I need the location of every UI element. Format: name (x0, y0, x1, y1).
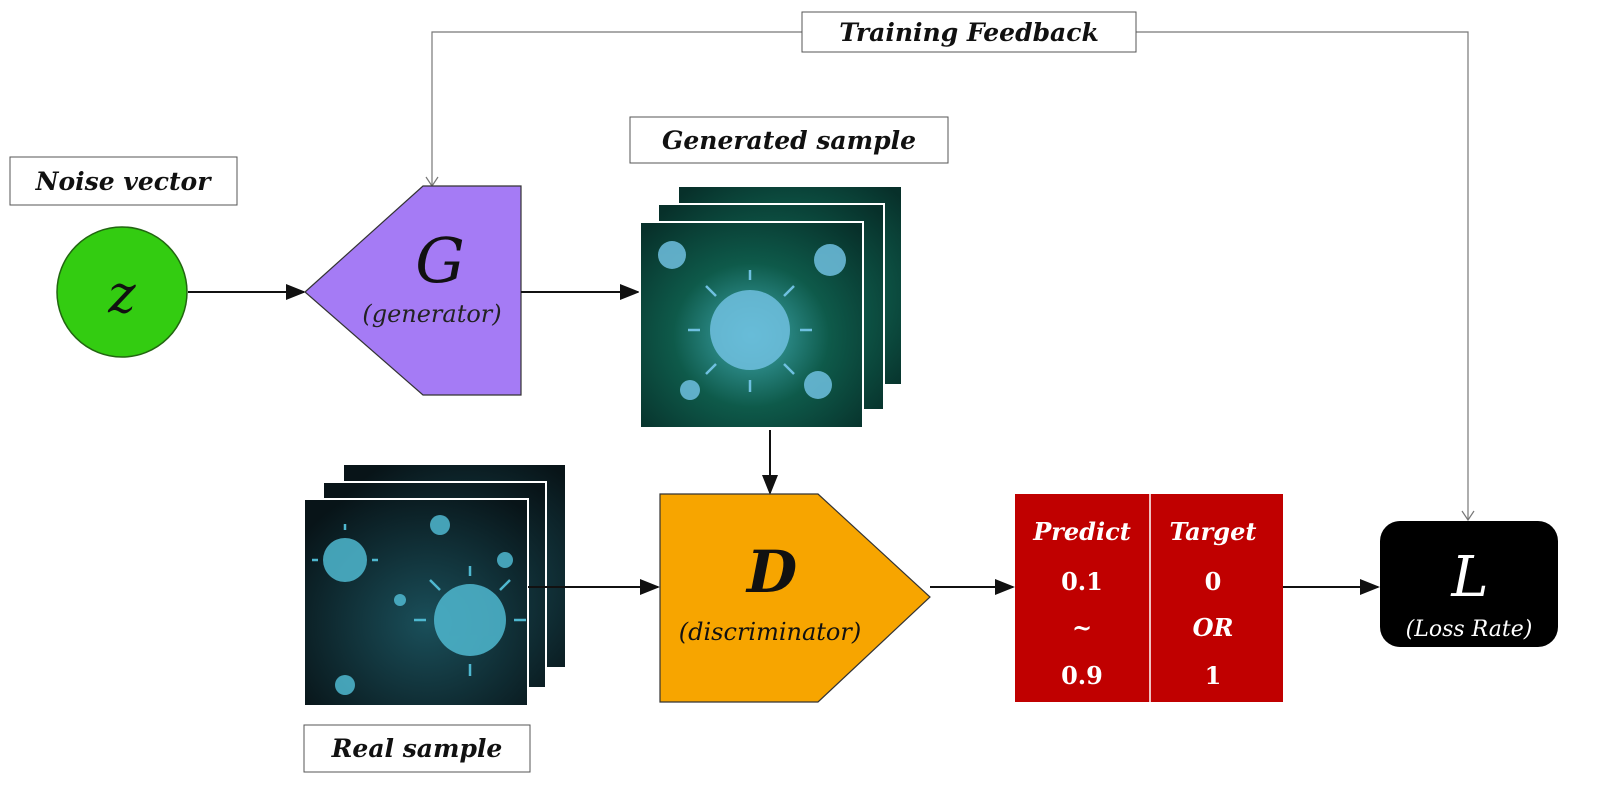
predict-value: 0.1 (1061, 567, 1103, 596)
predict-header: Predict (1032, 517, 1131, 546)
loss-node (1380, 521, 1558, 647)
target-value: OR (1193, 613, 1234, 642)
loss-symbol: L (1450, 545, 1488, 610)
real-sample-text: Real sample (331, 734, 503, 763)
target-header: Target (1170, 517, 1257, 546)
feedback-connector (431, 31, 1469, 520)
generator-symbol: G (415, 224, 465, 297)
predict-value: 0.9 (1061, 661, 1103, 690)
loss-caption: (Loss Rate) (1406, 617, 1533, 642)
training-feedback-text: Training Feedback (839, 18, 1099, 47)
real-sample-label: Real sample (303, 724, 531, 773)
discriminator-caption: (discriminator) (679, 618, 861, 646)
target-value: 0 (1205, 567, 1222, 596)
predict-value: ~ (1072, 613, 1092, 642)
generator-node (304, 185, 522, 396)
noise-vector-text: Noise vector (35, 167, 213, 196)
noise-symbol: z (107, 265, 136, 325)
generator-caption: (generator) (362, 300, 501, 328)
output-table: Predict 0.1 ~ 0.9 Target 0 OR 1 (1015, 494, 1283, 702)
generated-sample-text: Generated sample (662, 126, 916, 155)
noise-node (56, 226, 188, 358)
generated-sample-label: Generated sample (629, 116, 949, 164)
noise-vector-label: Noise vector (9, 156, 238, 206)
target-value: 1 (1205, 661, 1222, 690)
discriminator-node (659, 493, 931, 703)
real-sample-stack (303, 463, 567, 707)
generated-sample-stack (639, 185, 903, 429)
discriminator-symbol: D (745, 538, 797, 606)
training-feedback-label: Training Feedback (801, 11, 1137, 53)
feedback-arrow-l (1461, 510, 1475, 522)
